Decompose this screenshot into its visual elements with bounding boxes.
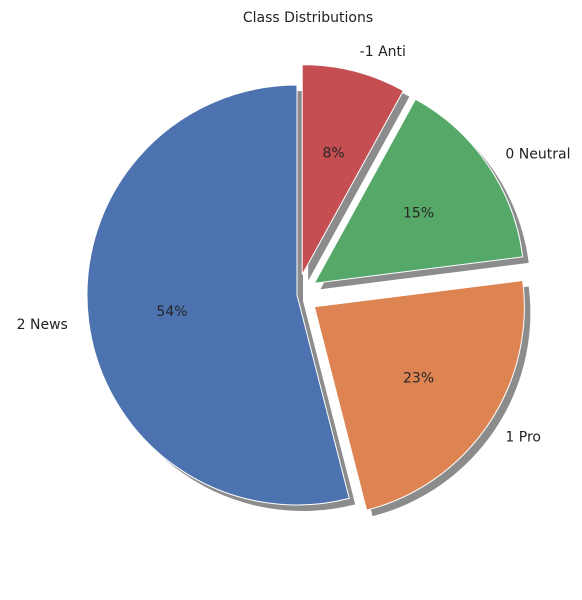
slice-percent-0-neutral: 15% [403, 205, 434, 221]
slice-label-1-pro: 1 Pro [505, 430, 541, 446]
slice-percent-2-news: 54% [156, 304, 187, 320]
slice-percent-1-pro: 23% [403, 371, 434, 387]
slice-label-1-anti: -1 Anti [360, 44, 406, 60]
wedge-layer [86, 64, 525, 511]
slice-label-2-news: 2 News [17, 317, 68, 333]
wedge-1-anti [301, 64, 405, 275]
wedge-2-news [86, 84, 350, 506]
wedge-1-pro [313, 279, 525, 511]
wedge-0-neutral [313, 98, 524, 284]
slice-percent-1-anti: 8% [322, 146, 344, 162]
chart-title: Class Distributions [243, 10, 373, 26]
label-layer: 2 News 54% 1 Pro 23% 0 Neutral 15% -1 Anti 8% [17, 44, 571, 446]
slice-label-0-neutral: 0 Neutral [505, 146, 570, 162]
